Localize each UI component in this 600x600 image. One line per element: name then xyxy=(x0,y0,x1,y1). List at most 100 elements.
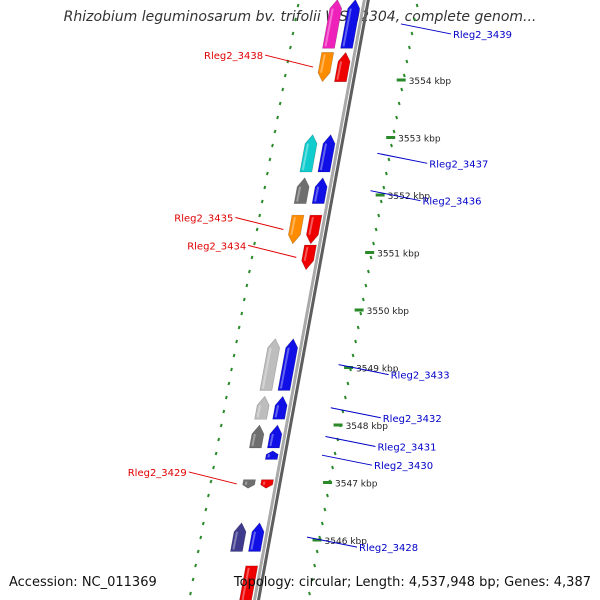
gene-orange[interactable] xyxy=(288,214,305,245)
tick-left xyxy=(189,591,192,596)
tick-left xyxy=(258,213,262,218)
tick-left xyxy=(196,549,200,554)
gene-features[interactable] xyxy=(230,0,361,600)
gene-labels[interactable]: Rleg2_3439 Rleg2_3438 Rleg2_3437 Rleg2_3436… xyxy=(128,23,512,554)
gene-highlight xyxy=(232,531,239,550)
tick-left xyxy=(201,521,205,526)
gene-label[interactable]: Rleg2_3431 xyxy=(377,443,436,454)
tick-left xyxy=(268,157,272,162)
gene-label[interactable]: Rleg2_3436 xyxy=(422,197,481,208)
topology-summary: Topology: circular; Length: 4,537,948 bp… xyxy=(233,575,591,590)
gene-blue[interactable] xyxy=(340,0,361,49)
gene-highlight xyxy=(262,481,266,486)
kbp-label: 3546 kbp xyxy=(325,537,368,547)
tick-left xyxy=(194,563,198,568)
gene-blue[interactable] xyxy=(248,522,265,552)
gene-blue[interactable] xyxy=(317,134,336,173)
label-leader xyxy=(264,54,314,68)
label-leader xyxy=(306,536,358,548)
tick-right xyxy=(343,395,347,400)
tick-right xyxy=(351,353,355,358)
gene-label[interactable]: Rleg2_3430 xyxy=(374,461,433,472)
gene-highlight xyxy=(269,433,274,447)
gene-highlight xyxy=(256,405,262,418)
gene-blue[interactable] xyxy=(277,338,299,391)
gene-highlight xyxy=(303,246,309,261)
tick-left xyxy=(224,395,228,400)
label-leader xyxy=(188,471,237,485)
tick-right xyxy=(320,521,324,526)
tick-right xyxy=(361,297,365,302)
tick-left xyxy=(227,381,231,386)
gene-highlight xyxy=(324,8,334,47)
tick-right xyxy=(313,563,317,568)
label-leader xyxy=(370,190,421,202)
tick-left xyxy=(230,367,233,372)
gene-gray[interactable] xyxy=(248,424,265,449)
gene-label[interactable]: Rleg2_3437 xyxy=(429,159,488,170)
gene-cyan[interactable] xyxy=(299,134,318,173)
gene-red[interactable] xyxy=(239,565,259,600)
gene-red[interactable] xyxy=(306,214,323,245)
gene-blue[interactable] xyxy=(266,424,283,449)
gene-lightgray[interactable] xyxy=(254,395,270,420)
gene-red[interactable] xyxy=(301,244,317,271)
gene-label[interactable]: Rleg2_3434 xyxy=(187,241,246,252)
gene-red[interactable] xyxy=(260,479,274,489)
tick-right xyxy=(346,381,350,386)
gene-red[interactable] xyxy=(334,51,351,83)
tick-right xyxy=(359,311,363,316)
gene-label[interactable]: Rleg2_3429 xyxy=(128,468,187,479)
tick-left xyxy=(240,311,244,316)
label-leader xyxy=(321,454,373,466)
gene-label[interactable]: Rleg2_3438 xyxy=(204,51,263,62)
tick-left xyxy=(191,577,195,582)
backbone-line-light xyxy=(253,0,366,600)
gene-label[interactable]: Rleg2_3435 xyxy=(174,214,233,225)
gene-orange[interactable] xyxy=(317,52,335,83)
tick-left xyxy=(250,255,254,260)
tick-right xyxy=(382,185,386,190)
gene-magenta[interactable] xyxy=(322,0,343,49)
map-title: Rhizobium leguminosarum bv. trifolii WSM… xyxy=(63,9,537,25)
kbp-label: 3554 kbp xyxy=(409,77,452,87)
gene-highlight xyxy=(250,531,257,550)
tick-left xyxy=(217,437,221,442)
tick-left xyxy=(199,535,203,540)
gene-highlight xyxy=(320,54,326,73)
tick-left xyxy=(263,185,267,190)
kbp-label: 3551 kbp xyxy=(377,250,420,260)
tick-right xyxy=(310,577,314,582)
gene-label[interactable]: Rleg2_3439 xyxy=(453,30,512,41)
gene-highlight xyxy=(296,186,302,202)
position-labels: 3554 kbp 3553 kbp 3552 kbp 3551 kbp 3550 kbp… xyxy=(312,77,452,547)
gene-gray[interactable] xyxy=(242,479,256,489)
tick-left xyxy=(296,3,300,8)
gene-label[interactable]: Rleg2_3428 xyxy=(359,543,418,554)
gene-lightgray[interactable] xyxy=(259,338,281,391)
gene-highlight xyxy=(274,405,280,418)
gene-highlight xyxy=(251,433,256,447)
tick-right xyxy=(395,115,399,120)
tick-right xyxy=(392,129,396,134)
gene-blue[interactable] xyxy=(272,395,288,420)
tick-right xyxy=(384,171,388,176)
tick-right xyxy=(308,591,311,596)
tick-right xyxy=(397,101,401,106)
tick-right xyxy=(325,493,329,498)
gene-label[interactable]: Rleg2_3433 xyxy=(391,371,450,382)
kbp-label: 3547 kbp xyxy=(335,480,378,490)
tick-left xyxy=(265,171,269,176)
gene-highlight xyxy=(279,347,290,389)
gene-blue[interactable] xyxy=(311,177,328,204)
gene-highlight xyxy=(336,61,343,80)
gene-purple[interactable] xyxy=(230,522,247,552)
tick-left xyxy=(237,325,241,330)
gene-label[interactable]: Rleg2_3432 xyxy=(383,414,442,425)
backbone-line-dark xyxy=(257,0,370,600)
accession-label: Accession: NC_011369 xyxy=(9,575,157,590)
label-leader xyxy=(325,436,376,447)
gene-gray[interactable] xyxy=(293,177,310,204)
gene-blue[interactable] xyxy=(264,450,279,460)
